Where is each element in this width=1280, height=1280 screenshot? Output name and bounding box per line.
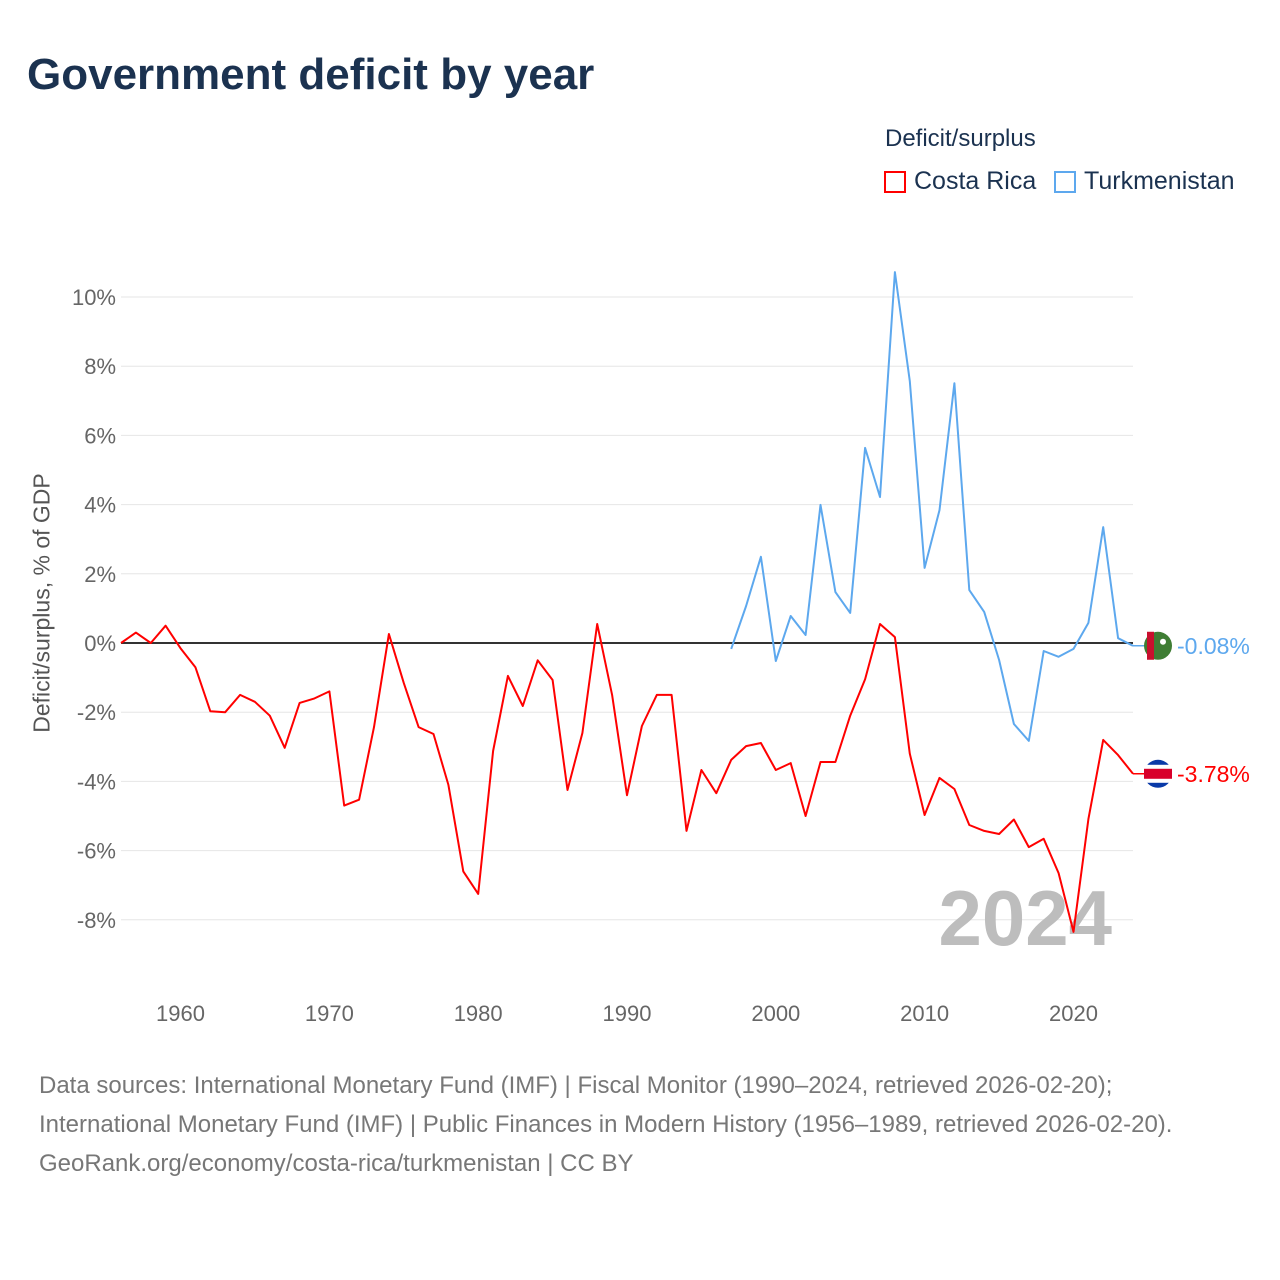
y-tick-label: -8% [77, 908, 116, 933]
footer: Data sources: International Monetary Fun… [39, 1066, 1239, 1183]
y-tick-label: 0% [84, 631, 116, 656]
legend-label: Costa Rica [914, 167, 1037, 195]
series-line-costa-rica [120, 623, 1134, 933]
x-tick-label: 2020 [1049, 1001, 1098, 1026]
credit-link[interactable]: GeoRank.org/economy/costa-rica/turkmenis… [39, 1150, 634, 1177]
y-tick-label: 2% [84, 562, 116, 587]
legend-swatch-costa-rica [884, 170, 906, 193]
y-tick-label: -4% [77, 769, 116, 794]
end-value-label: -0.08% [1177, 633, 1250, 659]
data-sources: Data sources: International Monetary Fun… [39, 1072, 1173, 1138]
x-tick-label: 1960 [156, 1001, 205, 1026]
legend-item-turkmenistan[interactable]: Turkmenistan [1054, 167, 1235, 196]
legend-swatch-turkmenistan [1054, 170, 1076, 193]
legend-item-costa-rica[interactable]: Costa Rica [884, 167, 1036, 196]
line-chart: -8% -6% -4% -2% 0% 2% 4% 6% 8% 10% 1960 1970 1980 199… [72, 271, 1250, 1026]
y-tick-label: 8% [84, 354, 116, 379]
legend-title: Deficit/surplus [885, 125, 1036, 152]
y-axis-label: Deficit/surplus, % of GDP [28, 473, 55, 733]
turkmenistan-flag-icon [1144, 631, 1172, 660]
x-tick-label: 1980 [454, 1001, 503, 1026]
legend-label: Turkmenistan [1084, 167, 1235, 195]
y-tick-label: 6% [84, 423, 116, 448]
costa-rica-flag-icon [1144, 759, 1172, 788]
end-value-label: -3.78% [1177, 761, 1250, 787]
y-tick-label: 4% [84, 493, 116, 518]
y-tick-label: 10% [72, 285, 116, 310]
y-tick-label: -2% [77, 700, 116, 725]
y-tick-label: -6% [77, 839, 116, 864]
x-tick-label: 2010 [900, 1001, 949, 1026]
x-tick-label: 1970 [305, 1001, 354, 1026]
chart-title: Government deficit by year [27, 50, 595, 99]
x-tick-label: 1990 [603, 1001, 652, 1026]
year-watermark: 2024 [938, 874, 1112, 962]
series-line-turkmenistan [730, 271, 1134, 742]
x-tick-label: 2000 [751, 1001, 800, 1026]
